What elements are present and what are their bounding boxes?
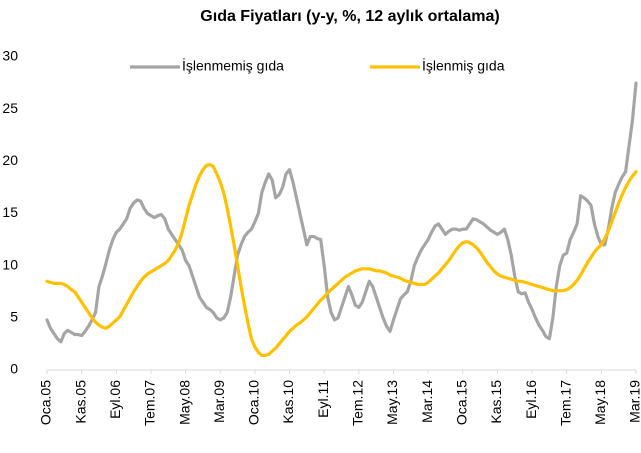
x-tick-label: Oca.05 [38,380,54,425]
x-tick-label: May.08 [176,380,192,425]
x-tick-label: Mar.09 [211,380,227,423]
y-tick-label: 15 [2,204,18,220]
x-tick-label: Eyl.06 [107,380,123,419]
x-tick-label: Kas.10 [280,380,296,424]
x-tick-label: Kas.15 [488,380,504,424]
y-tick-label: 0 [10,361,18,377]
x-tick-label: Eyl.11 [315,380,331,418]
y-tick-label: 5 [10,309,18,325]
x-tick-label: Oca.15 [453,380,469,425]
legend-label: İşlenmiş gıda [422,57,505,74]
y-tick-label: 25 [2,100,18,116]
series-line [45,81,638,344]
x-tick-label: Mar.14 [419,380,435,423]
chart-title: Gıda Fiyatları (y-y, %, 12 aylık ortalam… [200,8,499,25]
x-tick-label: Mar.19 [627,380,641,423]
x-tick-label: Tem.17 [557,380,573,426]
y-tick-label: 10 [2,256,18,272]
series-line [45,162,638,357]
y-tick-label: 30 [2,48,18,64]
x-tick-label: Oca.10 [246,380,262,425]
x-tick-label: May.18 [592,380,608,425]
x-tick-label: Tem.07 [142,380,158,426]
x-tick-label: May.13 [384,380,400,425]
x-tick-label: Kas.05 [72,380,88,424]
x-tick-label: Tem.12 [350,380,366,426]
legend-label: İşlenmemiş gıda [182,57,284,74]
y-tick-label: 20 [2,152,18,168]
x-tick-label: Eyl.16 [523,380,539,419]
